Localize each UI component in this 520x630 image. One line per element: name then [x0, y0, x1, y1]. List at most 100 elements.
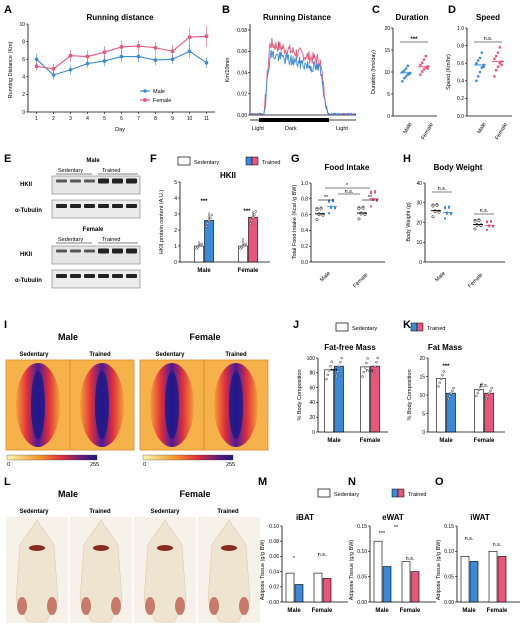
y-tick-label: 0.4	[301, 228, 308, 234]
dot-trained	[490, 220, 492, 223]
panel-j-xlabel-female: Female	[360, 438, 381, 444]
panel-i-body-composition-scan: Male Female Sedentary Trained Sedentary …	[5, 332, 269, 468]
data-point-female	[119, 45, 124, 49]
panel-letter-b: B	[222, 4, 230, 16]
bar-dot	[442, 370, 445, 373]
bar-dot	[205, 225, 208, 228]
dot-female	[496, 51, 500, 54]
dot-female	[421, 70, 424, 73]
panel-letter-h: H	[403, 153, 411, 165]
y-tick-label: 100	[307, 356, 316, 362]
y-tick-label: 0.00	[357, 600, 367, 606]
bar-dot	[438, 381, 441, 384]
dot-sedentary	[435, 204, 439, 207]
data-point-female	[136, 44, 141, 48]
hkii-band	[70, 249, 81, 253]
dot-trained	[328, 212, 330, 215]
panel-b-light-right: Light	[336, 126, 348, 132]
dot-female	[422, 58, 426, 61]
bar-dot	[325, 377, 328, 381]
dot-trained	[376, 199, 378, 202]
y-tick-label: 20	[416, 220, 422, 226]
panel-g-sig-top: *	[346, 183, 349, 189]
bar-dot	[253, 213, 256, 216]
y-tick-label: 0.0	[457, 114, 464, 120]
panel-a-title: Running distance	[86, 13, 154, 22]
panel-e-tubulin-label-2: α-Tubulin	[15, 278, 42, 284]
panel-e-hkii-label-1: HKII	[20, 182, 32, 188]
dot-trained	[444, 207, 446, 210]
panel-m-plot: 0.00 0.02 0.04 0.06 0.08 0.10 * n.s.	[269, 524, 348, 606]
panel-f-bars	[194, 210, 258, 263]
dot-trained	[374, 191, 376, 194]
bar-dot	[447, 397, 450, 401]
dot-female	[500, 63, 503, 67]
panel-o-title: iWAT	[470, 513, 490, 522]
photo-leg-right-sedentary-female	[175, 597, 185, 615]
y-tick-label: 0	[419, 260, 422, 266]
panel-i-sedentary-female: Sedentary	[155, 352, 185, 358]
y-tick-label: 0.10	[444, 549, 454, 555]
bar-sedentary	[285, 572, 295, 603]
bar-dot	[254, 210, 257, 213]
dot-female	[498, 62, 501, 65]
panel-i-scale-min-2: 0	[143, 462, 146, 468]
data-point-male	[119, 54, 124, 59]
photo-leg-right-trained-female	[239, 597, 249, 615]
panel-b-ylabel: Km/10min	[225, 58, 231, 83]
panel-letter-d: D	[448, 4, 456, 16]
data-point-female	[102, 50, 107, 54]
bar-dot	[206, 222, 210, 225]
bar-dot	[489, 389, 492, 393]
photo-mouse-trained-female	[207, 519, 251, 623]
y-tick-label: 2	[174, 228, 177, 234]
y-tick-label: 1.0	[301, 181, 308, 187]
panel-m-xlabel-male: Male	[287, 608, 301, 614]
dot-sedentary	[319, 207, 323, 211]
data-point-female	[34, 64, 39, 68]
panel-f-ticks: 0 1 2 3 4 5	[174, 180, 180, 266]
y-tick-label: 8	[22, 39, 25, 45]
photo-leg-right-trained-male	[111, 597, 121, 615]
x-tick-label: 5	[103, 116, 106, 122]
panel-g-sig-middle: n.s.	[345, 189, 354, 195]
y-tick-label: 0	[387, 114, 390, 120]
bar-dot	[441, 373, 444, 377]
tubulin-band	[84, 204, 95, 208]
panel-i-scale-min-1: 0	[7, 462, 10, 468]
x-tick-label: 9	[171, 116, 174, 122]
data-point-female	[68, 53, 73, 58]
panel-k-title: Fat Mass	[428, 343, 463, 352]
panel-m-ylabel: Adipose Tissue (g/g BW)	[260, 540, 266, 601]
bar-dot	[251, 216, 255, 219]
photo-leg-right-sedentary-male	[47, 597, 57, 615]
panel-m-sig-male: *	[293, 556, 296, 562]
dot-male	[406, 64, 410, 68]
panel-g-sig-female: **	[368, 195, 373, 201]
panel-o-iwat: iWAT Adipose Tissue (g/g BW) 0.00 0.05 0.1…	[436, 513, 520, 614]
panel-h-title: Body Weight	[434, 163, 483, 172]
panel-j-ylabel: % Body Composition	[297, 369, 303, 420]
bar-dot	[365, 361, 368, 365]
x-tick-label: 3	[69, 116, 72, 122]
tubulin-band	[70, 274, 81, 278]
panel-c-xlabel-female: Female	[421, 122, 435, 141]
y-tick-label: 2	[22, 92, 25, 98]
photo-ibat-trained-female	[221, 545, 237, 551]
bar-dot	[326, 373, 329, 377]
hkii-band	[98, 248, 109, 254]
bar-dot	[480, 382, 483, 386]
dot-sedentary	[315, 218, 319, 222]
y-tick-label: 80	[309, 371, 315, 377]
panel-c-ticks: 0 5 10 15 20	[384, 26, 393, 120]
hkii-band	[126, 178, 137, 184]
panel-e-trained-2: Trained	[102, 237, 120, 243]
bar-dot	[372, 370, 375, 373]
legend-sedentary-trained-bottom: Sedentary Trained	[317, 488, 426, 498]
data-point-female	[170, 49, 175, 53]
panel-j-sig-female: n.s.	[366, 368, 375, 374]
bar-dot	[327, 369, 331, 372]
panel-j-sig-male: ***	[330, 369, 338, 375]
panel-j-bars	[324, 356, 380, 433]
panel-o-sig-female: n.s.	[493, 542, 502, 548]
